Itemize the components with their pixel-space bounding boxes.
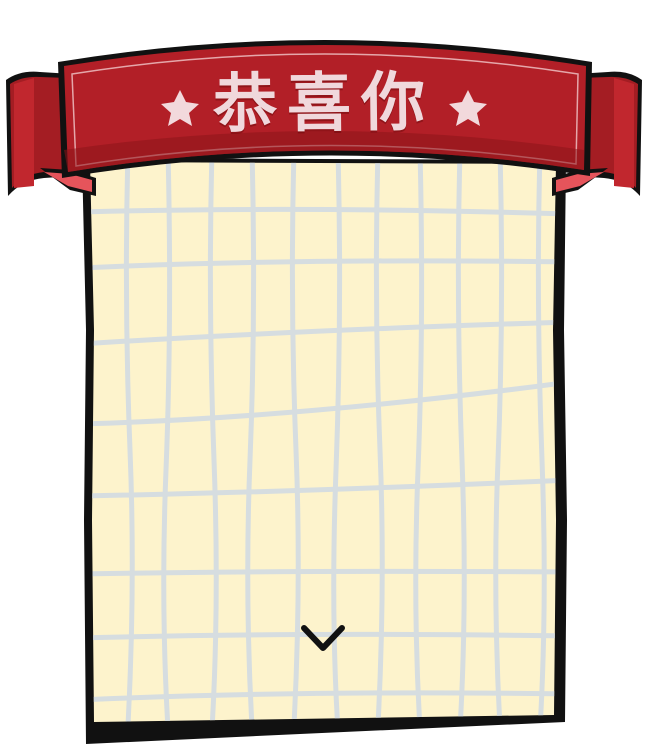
star-icon — [449, 90, 487, 126]
title-banner — [58, 40, 592, 178]
expand-button[interactable] — [296, 618, 350, 658]
ribbon-tail-left — [6, 71, 96, 196]
star-icon — [161, 90, 199, 126]
banner-title: 恭喜你 — [212, 65, 436, 143]
paper-card — [82, 158, 567, 744]
paper-grid — [90, 162, 556, 722]
chevron-down-icon — [301, 625, 345, 651]
